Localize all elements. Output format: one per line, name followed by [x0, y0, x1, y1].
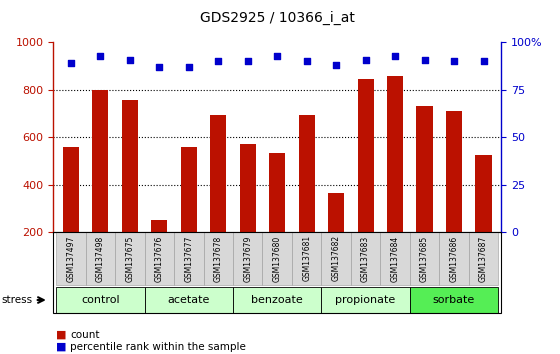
Bar — [298, 115, 315, 279]
Point — [479, 58, 488, 64]
Bar — [151, 220, 167, 279]
Text: GSM137681: GSM137681 — [302, 235, 311, 281]
Text: GSM137686: GSM137686 — [450, 235, 459, 281]
Text: benzoate: benzoate — [251, 295, 303, 305]
Bar — [269, 153, 285, 279]
Bar — [240, 144, 256, 279]
Bar — [417, 107, 433, 279]
Bar — [475, 155, 492, 279]
Text: GSM137685: GSM137685 — [420, 235, 429, 281]
Bar — [387, 76, 403, 279]
Text: acetate: acetate — [167, 295, 210, 305]
Point — [332, 62, 340, 68]
Text: count: count — [70, 330, 100, 339]
Point — [361, 57, 370, 62]
Bar — [181, 147, 197, 279]
Point — [273, 53, 282, 58]
Text: GSM137683: GSM137683 — [361, 235, 370, 281]
Bar — [92, 90, 109, 279]
Point — [67, 61, 76, 66]
Text: GSM137676: GSM137676 — [155, 235, 164, 282]
Point — [302, 58, 311, 64]
Bar — [63, 147, 79, 279]
Text: ■: ■ — [56, 342, 67, 352]
Point — [184, 64, 193, 70]
Text: GSM137498: GSM137498 — [96, 235, 105, 281]
Text: GSM137497: GSM137497 — [67, 235, 76, 282]
Text: GSM137678: GSM137678 — [214, 235, 223, 281]
Point — [125, 57, 134, 62]
Text: GSM137684: GSM137684 — [390, 235, 400, 281]
Text: GSM137679: GSM137679 — [243, 235, 252, 282]
Point — [96, 53, 105, 58]
Text: GSM137682: GSM137682 — [332, 235, 340, 281]
Text: GSM137675: GSM137675 — [125, 235, 134, 282]
Point — [214, 58, 223, 64]
Text: GDS2925 / 10366_i_at: GDS2925 / 10366_i_at — [200, 11, 354, 25]
Text: propionate: propionate — [335, 295, 396, 305]
Bar — [210, 115, 226, 279]
Point — [243, 58, 252, 64]
Point — [155, 64, 164, 70]
Bar — [328, 193, 344, 279]
Text: ■: ■ — [56, 330, 67, 339]
Point — [450, 58, 459, 64]
Text: control: control — [81, 295, 120, 305]
Text: GSM137677: GSM137677 — [184, 235, 193, 282]
Bar — [122, 101, 138, 279]
Text: sorbate: sorbate — [433, 295, 475, 305]
Point — [420, 57, 429, 62]
Bar — [446, 111, 462, 279]
Bar — [357, 79, 374, 279]
Text: stress: stress — [2, 295, 33, 305]
Text: percentile rank within the sample: percentile rank within the sample — [70, 342, 246, 352]
Text: GSM137687: GSM137687 — [479, 235, 488, 281]
Text: GSM137680: GSM137680 — [273, 235, 282, 281]
Point — [391, 53, 400, 58]
